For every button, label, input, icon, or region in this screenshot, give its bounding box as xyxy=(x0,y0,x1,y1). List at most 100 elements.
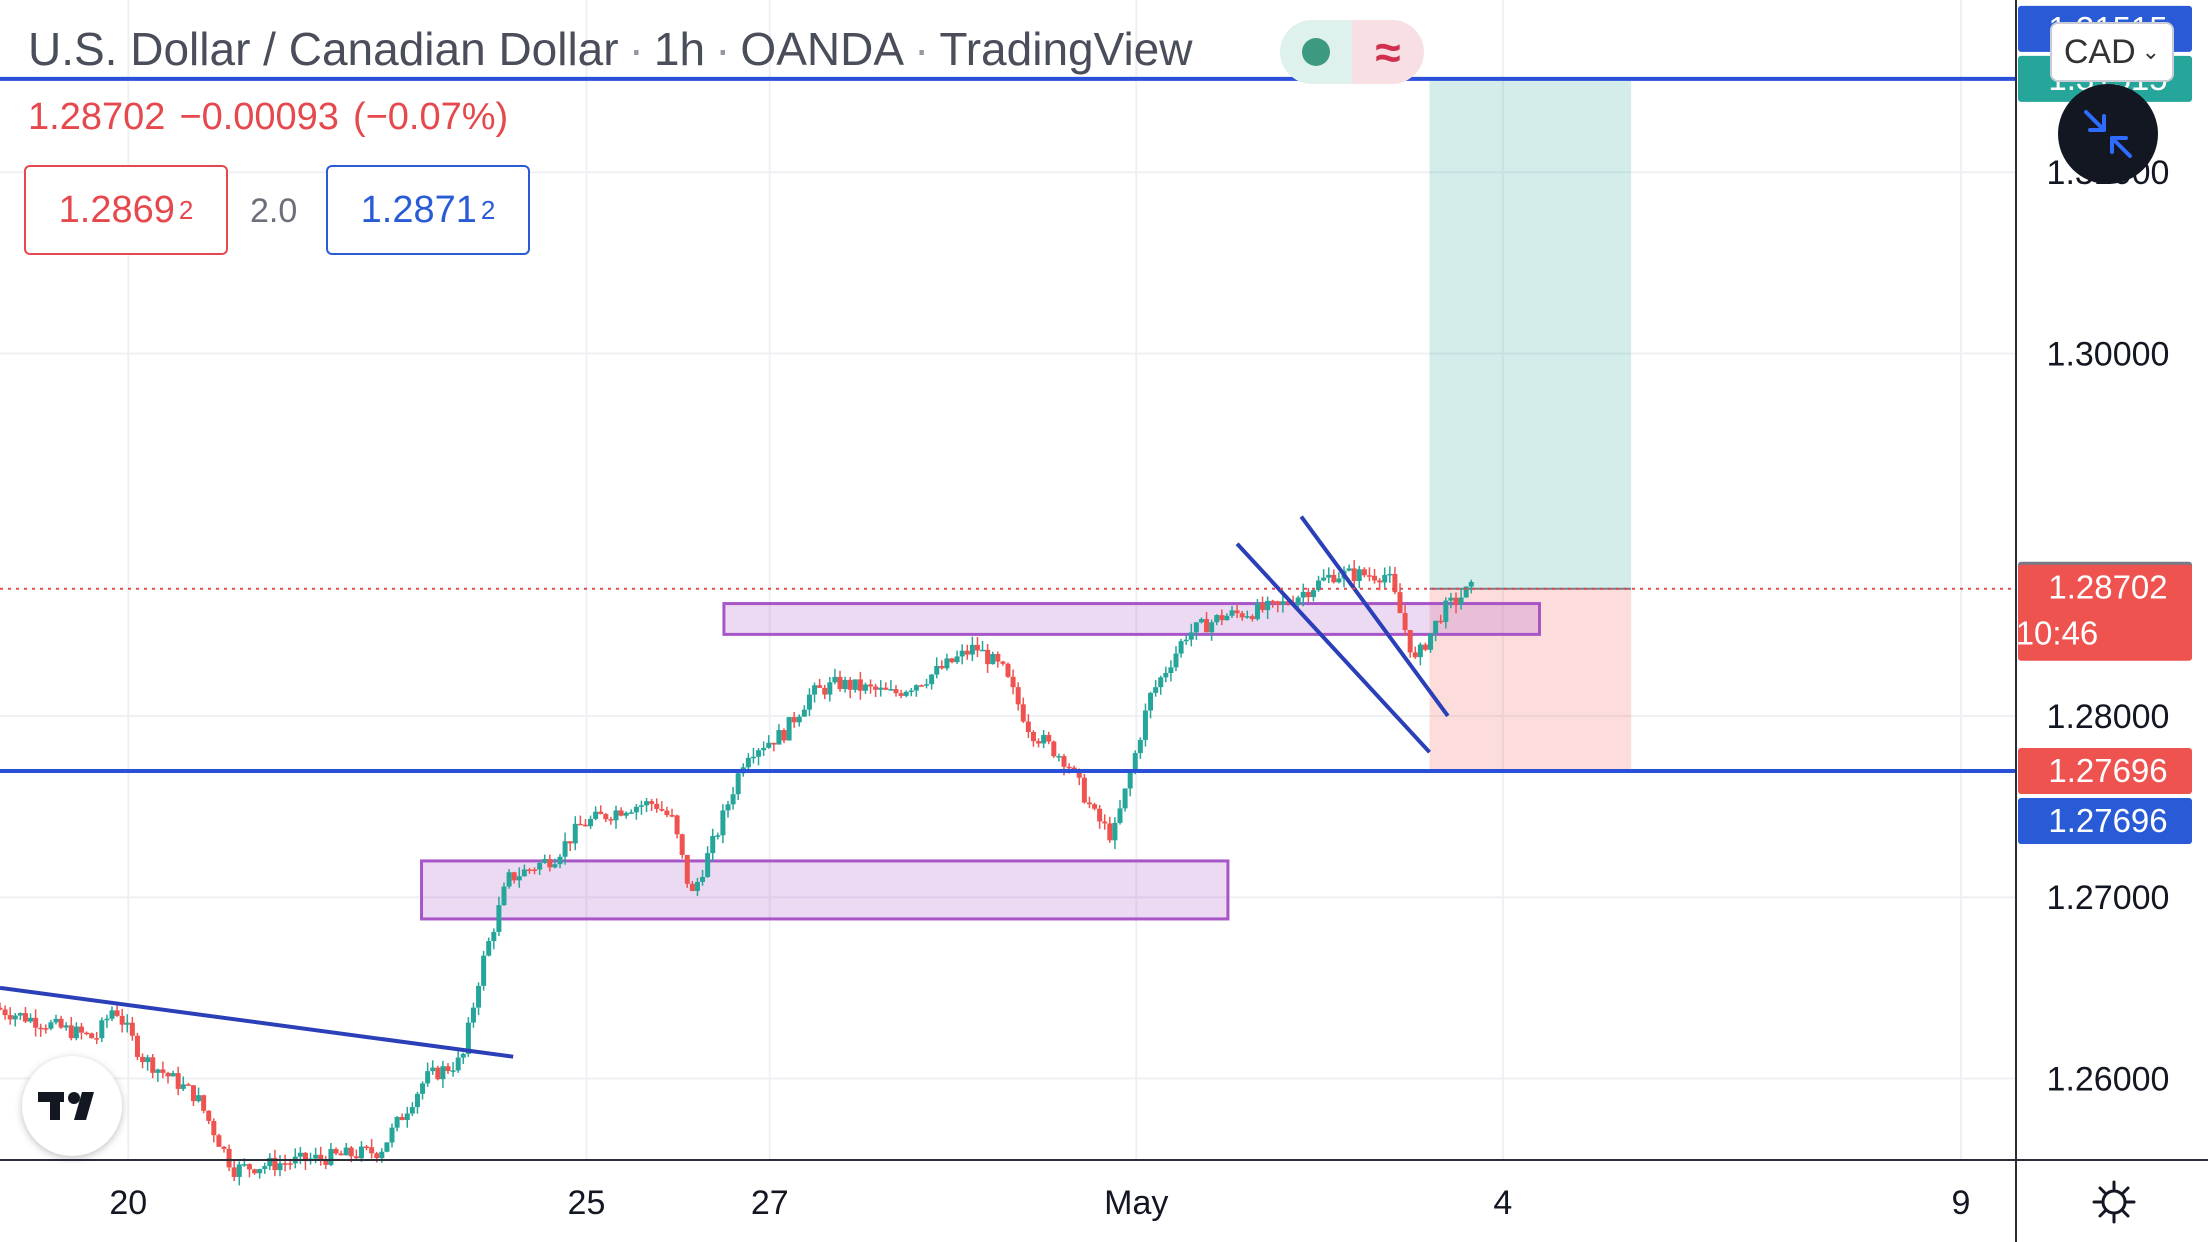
candle-body xyxy=(1030,731,1036,742)
candle-body xyxy=(119,1015,125,1025)
candle-body xyxy=(593,811,599,819)
candle-body xyxy=(1356,569,1362,582)
candle-body xyxy=(684,854,690,884)
candle-body xyxy=(1168,667,1174,674)
candle-body xyxy=(246,1164,252,1170)
tradingview-logo-icon xyxy=(38,1092,94,1120)
candle-body xyxy=(99,1020,105,1039)
candle-body xyxy=(470,1007,476,1023)
candle-body xyxy=(277,1163,283,1171)
market-open-status xyxy=(1280,20,1352,84)
countdown-label-text: 10:46 xyxy=(2016,615,2099,652)
candle-body xyxy=(1463,586,1469,598)
candle-body xyxy=(1204,619,1210,633)
candle-body xyxy=(628,812,634,814)
candle-body xyxy=(496,905,502,932)
candle-body xyxy=(134,1035,140,1057)
candle-body xyxy=(1422,644,1428,650)
candle-body xyxy=(801,709,807,717)
candle-body xyxy=(78,1026,84,1033)
candle-body xyxy=(944,658,950,669)
candle-body xyxy=(781,730,787,741)
candle-body xyxy=(236,1164,242,1177)
candle-body xyxy=(766,742,772,748)
candle-body xyxy=(379,1151,385,1159)
candle-body xyxy=(333,1148,339,1154)
candle-body xyxy=(1336,578,1342,583)
candle-body xyxy=(1127,772,1133,789)
candle-body xyxy=(689,883,695,891)
candle-body xyxy=(1158,677,1164,688)
price-tick-label: 1.28000 xyxy=(2047,698,2170,736)
price-tick-label: 1.26000 xyxy=(2047,1060,2170,1098)
candle-body xyxy=(654,803,660,809)
candle-body xyxy=(572,823,578,844)
candle-body xyxy=(175,1073,181,1089)
candle-body xyxy=(1326,574,1332,578)
candle-body xyxy=(282,1163,288,1165)
tradingview-logo[interactable] xyxy=(22,1056,122,1156)
sell-button[interactable]: 1.2869 2 xyxy=(24,165,228,255)
drawn-lines[interactable] xyxy=(0,76,2016,1059)
currency-value: CAD xyxy=(2063,32,2136,71)
buy-button[interactable]: 1.2871 2 xyxy=(326,165,530,255)
support-zone xyxy=(420,859,1230,921)
candle-body xyxy=(465,1022,471,1054)
candle-body xyxy=(878,687,884,690)
time-axis: 20 25 27 May 4 9 xyxy=(109,1184,1970,1222)
candle-body xyxy=(2,1009,8,1016)
candle-body xyxy=(898,693,904,696)
support-zones[interactable] xyxy=(420,602,1541,921)
symbol-name[interactable]: U.S. Dollar / Canadian Dollar xyxy=(28,23,619,75)
candle-body xyxy=(481,955,487,986)
candle-body xyxy=(140,1056,146,1063)
candle-body xyxy=(104,1018,110,1021)
candle-body xyxy=(715,835,721,837)
candle-body xyxy=(1448,597,1454,601)
minimize-button[interactable] xyxy=(2058,84,2158,184)
candle-body xyxy=(964,650,970,655)
price-tick-label: 1.27000 xyxy=(2047,879,2170,917)
candle-body xyxy=(1198,619,1204,623)
candle-body xyxy=(908,690,914,693)
candle-body xyxy=(63,1025,69,1028)
candle-body xyxy=(1428,633,1434,650)
candle-body xyxy=(669,815,675,817)
change-value: −0.00093 xyxy=(179,96,339,138)
candle-body xyxy=(491,931,497,942)
candle-body xyxy=(924,684,930,686)
candle-body xyxy=(857,679,863,691)
candle-body xyxy=(353,1156,359,1159)
candle-body xyxy=(1102,821,1108,824)
candle-body xyxy=(806,694,812,710)
candle-body xyxy=(720,810,726,836)
candle-body xyxy=(618,810,624,816)
interval-label[interactable]: 1h xyxy=(653,23,706,75)
candle-body xyxy=(404,1113,410,1121)
candle-body xyxy=(990,654,996,665)
candle-body xyxy=(837,676,843,690)
price-change-line: 1.28702 −0.00093 (−0.07%) xyxy=(28,96,522,139)
candlesticks xyxy=(0,560,1474,1186)
candle-body xyxy=(206,1110,212,1121)
candle-body xyxy=(649,801,655,804)
gear-icon[interactable] xyxy=(2090,1178,2138,1226)
candle-body xyxy=(358,1146,364,1159)
target-zone xyxy=(1429,78,1632,589)
candle-body xyxy=(638,805,644,807)
candle-body xyxy=(710,836,716,854)
candle-body xyxy=(750,756,756,759)
candle-body xyxy=(1300,591,1306,598)
candle-body xyxy=(1132,753,1138,773)
candle-body xyxy=(506,872,512,887)
candle-body xyxy=(1056,756,1062,758)
position-tool[interactable] xyxy=(1429,78,1632,772)
currency-select[interactable]: CAD ⌄ xyxy=(2050,22,2174,82)
candle-body xyxy=(1397,592,1403,614)
candle-body xyxy=(343,1147,349,1156)
market-status-pill[interactable]: ≈ xyxy=(1280,20,1424,84)
candle-body xyxy=(1193,622,1199,633)
candle-body xyxy=(338,1153,344,1156)
candle-body xyxy=(929,674,935,685)
candle-body xyxy=(705,853,711,878)
